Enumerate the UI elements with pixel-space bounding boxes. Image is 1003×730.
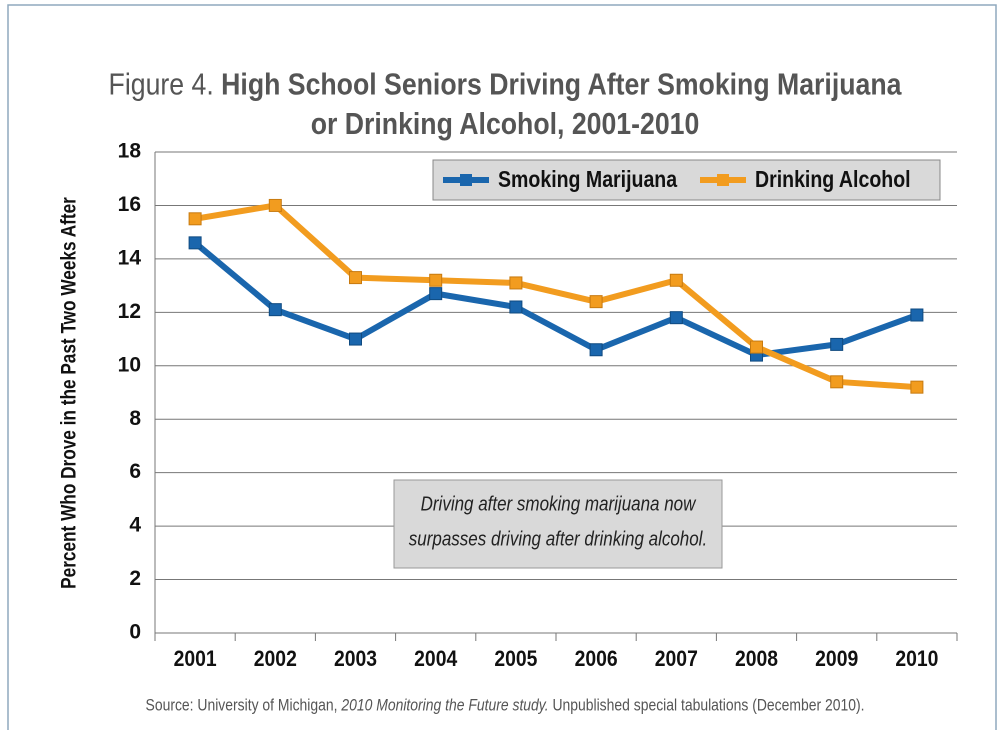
x-tick-group: 2008 — [735, 647, 778, 671]
source-part: Source: University of Michigan, — [146, 696, 342, 715]
y-axis-label: Percent Who Drove in the Past Two Weeks … — [58, 197, 81, 589]
x-tick-group: 2004 — [414, 647, 458, 671]
point — [188, 212, 202, 226]
annotation: surpasses driving after drinking alcohol… — [409, 527, 707, 550]
point — [669, 311, 683, 325]
legend-label: Drinking Alcohol — [755, 167, 911, 193]
legend-label: Smoking Marijuana — [498, 167, 677, 193]
x-tick-group: 2006 — [575, 647, 618, 671]
annotation-group: Driving after smoking marijuana now surp… — [409, 492, 707, 550]
point — [349, 271, 362, 285]
source-group: Source: University of Michigan, 2010 Mon… — [146, 696, 865, 715]
point — [669, 273, 683, 287]
x-tick-group: 2005 — [494, 647, 537, 671]
y-tick-label: 12 — [118, 300, 141, 323]
y-tick-label: 0 — [129, 621, 141, 644]
x-tick-label: 2009 — [815, 647, 858, 671]
point — [429, 287, 443, 301]
x-tick-label: 2007 — [655, 647, 698, 671]
point — [589, 295, 603, 309]
y-label-group: Percent Who Drove in the Past Two Weeks … — [58, 197, 81, 589]
frame — [7, 4, 997, 730]
x-tick-label: 2001 — [174, 647, 217, 671]
point — [589, 343, 603, 357]
point — [750, 340, 763, 354]
x-tick-group: 2001 — [174, 647, 217, 671]
annotation-box — [393, 479, 723, 569]
x-tick-label: 2004 — [414, 647, 458, 671]
title-line: High School Seniors Driving After Smokin… — [221, 67, 902, 101]
legend-marker — [460, 174, 472, 186]
title-group: Figure 4. High School Seniors Driving Af… — [109, 67, 903, 141]
point — [349, 332, 362, 346]
y-tick-label: 18 — [118, 140, 142, 163]
point — [268, 198, 282, 212]
x-tick-label: 2003 — [334, 647, 377, 671]
x-tick-label: 2005 — [494, 647, 537, 671]
point — [429, 273, 443, 287]
title-prefix: Figure 4. — [109, 67, 214, 101]
title-line: or Drinking Alcohol, 2001-2010 — [311, 107, 700, 141]
series-line — [193, 240, 918, 359]
source-part: Unpublished special tabulations (Decembe… — [549, 696, 865, 715]
x-tick-label: 2010 — [895, 647, 938, 671]
point — [509, 300, 523, 314]
point — [830, 375, 844, 389]
y-tick-label: 8 — [129, 407, 141, 430]
y-tick-label: 14 — [118, 246, 142, 269]
x-tick-label: 2006 — [575, 647, 618, 671]
x-tick-group: 2007 — [655, 647, 698, 671]
source: Source: University of Michigan, 2010 Mon… — [146, 696, 865, 715]
x-tick-group: 2009 — [815, 647, 858, 671]
legend-text-group: Smoking Marijuana — [498, 167, 677, 193]
point — [910, 308, 924, 322]
x-tick-label: 2008 — [735, 647, 778, 671]
legend-text-group: Drinking Alcohol — [755, 167, 911, 193]
x-tick-group: 2010 — [895, 647, 938, 671]
point — [830, 337, 844, 351]
annotation: Driving after smoking marijuana now — [421, 492, 697, 515]
point — [509, 276, 523, 290]
point — [910, 380, 924, 394]
chart-title: Figure 4. High School Seniors Driving Af… — [109, 67, 903, 101]
x-tick-group: 2002 — [254, 647, 297, 671]
legend-box — [432, 159, 941, 201]
x-tick-label: 2002 — [254, 647, 297, 671]
y-tick-label: 16 — [118, 193, 141, 216]
y-tick-label: 6 — [129, 460, 141, 483]
y-tick-label: 4 — [129, 514, 141, 537]
y-tick-label: 2 — [129, 567, 141, 590]
series-line — [194, 202, 918, 391]
point — [188, 236, 202, 250]
x-tick-group: 2003 — [334, 647, 377, 671]
legend-marker — [717, 174, 729, 186]
y-tick-label: 10 — [118, 353, 141, 376]
point — [268, 303, 282, 317]
source-part: 2010 Monitoring the Future study. — [340, 696, 548, 715]
